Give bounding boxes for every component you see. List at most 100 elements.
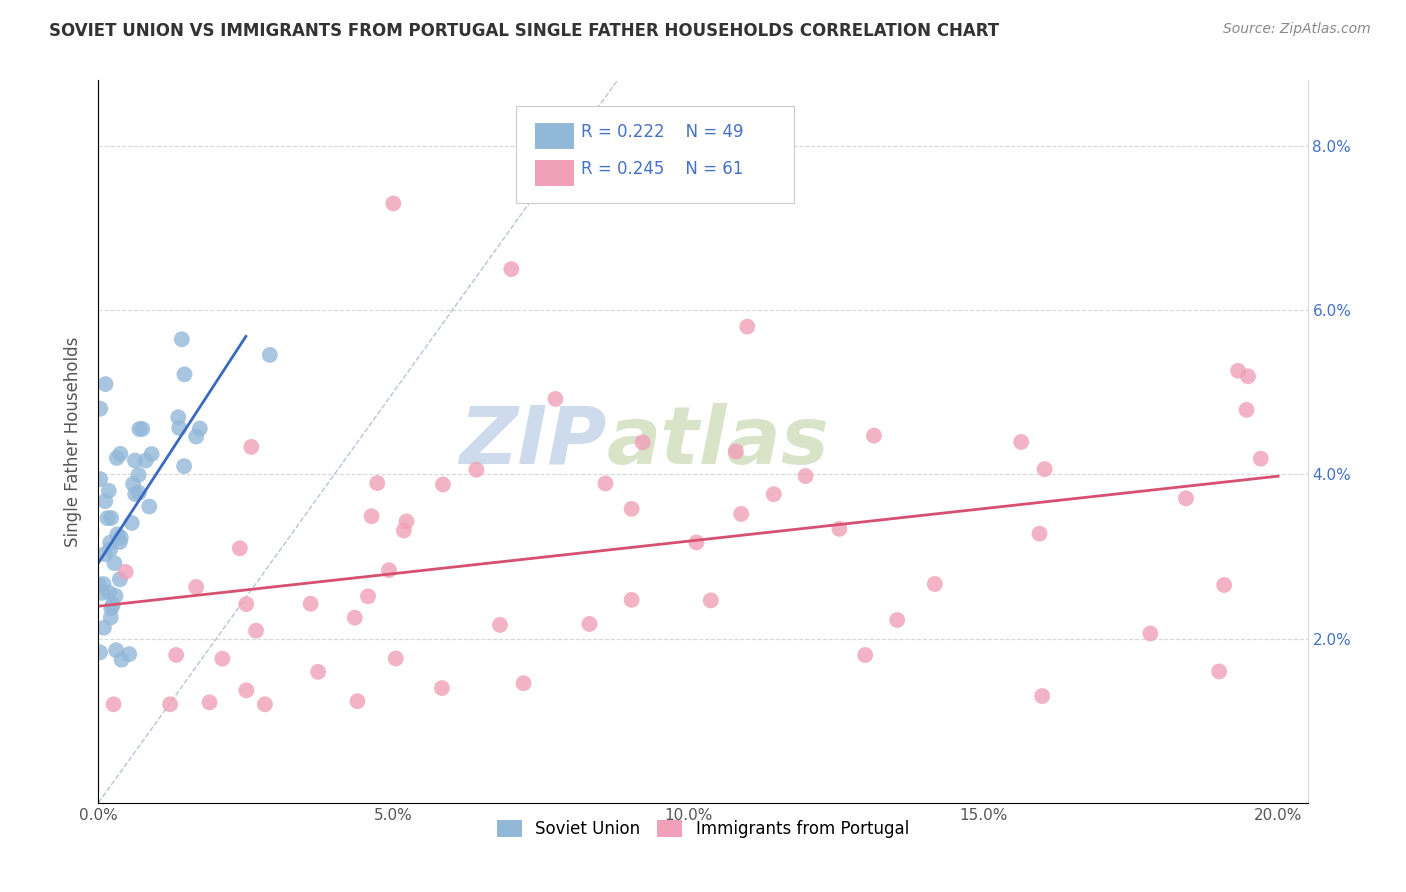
Point [141, 447, 163, 461]
Point [103, 556, 125, 570]
Point [235, 597, 257, 611]
Point [94, 547, 117, 561]
Point [382, 196, 405, 211]
Point [853, 648, 876, 662]
Point [97, 483, 120, 498]
Point [167, 410, 190, 425]
Point [186, 429, 208, 443]
Point [1139, 626, 1161, 640]
Point [307, 665, 329, 679]
Point [89, 645, 111, 659]
Point [170, 332, 193, 346]
Point [685, 535, 707, 549]
Text: ZIP: ZIP [458, 402, 606, 481]
Point [384, 651, 406, 665]
Point [620, 592, 643, 607]
Point [631, 435, 654, 450]
Point [186, 580, 208, 594]
Point [1028, 526, 1050, 541]
Point [595, 476, 617, 491]
Point [1010, 434, 1032, 449]
FancyBboxPatch shape [516, 105, 793, 203]
Point [198, 695, 221, 709]
Y-axis label: Single Father Households: Single Father Households [65, 336, 83, 547]
Point [465, 463, 488, 477]
Point [430, 681, 453, 695]
Point [366, 476, 388, 491]
Point [131, 422, 153, 436]
Point [1250, 451, 1272, 466]
Point [544, 392, 567, 406]
Point [357, 589, 380, 603]
Point [124, 487, 146, 501]
Point [128, 485, 150, 500]
Point [124, 453, 146, 467]
Point [762, 487, 785, 501]
Point [122, 476, 145, 491]
FancyBboxPatch shape [534, 123, 574, 149]
Point [105, 450, 128, 465]
Point [794, 469, 817, 483]
Text: R = 0.245    N = 61: R = 0.245 N = 61 [581, 161, 744, 178]
Point [392, 524, 415, 538]
Point [94, 377, 117, 392]
Point [128, 467, 150, 482]
Point [1237, 369, 1260, 384]
Point [620, 501, 643, 516]
Point [924, 577, 946, 591]
Point [100, 511, 122, 525]
Point [167, 421, 190, 435]
Point [1031, 689, 1053, 703]
Text: SOVIET UNION VS IMMIGRANTS FROM PORTUGAL SINGLE FATHER HOUSEHOLDS CORRELATION CH: SOVIET UNION VS IMMIGRANTS FROM PORTUGAL… [49, 22, 1000, 40]
Point [108, 535, 131, 549]
Point [173, 368, 195, 382]
Point [395, 515, 418, 529]
Point [211, 651, 233, 665]
Point [245, 624, 267, 638]
Point [1208, 665, 1230, 679]
Legend: Soviet Union, Immigrants from Portugal: Soviet Union, Immigrants from Portugal [491, 814, 915, 845]
Point [1175, 491, 1198, 506]
Point [378, 563, 401, 577]
Point [89, 472, 111, 486]
Point [512, 676, 534, 690]
Point [1236, 403, 1258, 417]
Point [863, 428, 886, 442]
Point [96, 511, 118, 525]
Point [100, 601, 122, 615]
Point [1033, 462, 1056, 476]
Point [489, 618, 512, 632]
Point [735, 319, 758, 334]
Point [93, 577, 115, 591]
Point [110, 447, 132, 461]
Point [114, 565, 136, 579]
Point [87, 577, 110, 591]
Point [229, 541, 252, 556]
Point [118, 647, 141, 661]
Point [98, 535, 121, 549]
Point [104, 589, 127, 603]
Point [886, 613, 908, 627]
Point [299, 597, 322, 611]
Point [94, 494, 117, 508]
Point [259, 348, 281, 362]
Point [93, 621, 115, 635]
Point [173, 459, 195, 474]
Point [253, 698, 276, 712]
FancyBboxPatch shape [534, 161, 574, 186]
Point [240, 440, 263, 454]
Text: atlas: atlas [606, 402, 830, 481]
Point [432, 477, 454, 491]
Point [138, 500, 160, 514]
Point [101, 598, 124, 612]
Point [343, 610, 366, 624]
Text: Source: ZipAtlas.com: Source: ZipAtlas.com [1223, 22, 1371, 37]
Point [98, 542, 121, 557]
Point [501, 262, 523, 277]
Point [159, 698, 181, 712]
Point [98, 585, 121, 599]
Point [135, 453, 157, 467]
Point [1213, 578, 1236, 592]
Point [1227, 364, 1250, 378]
Point [105, 643, 128, 657]
